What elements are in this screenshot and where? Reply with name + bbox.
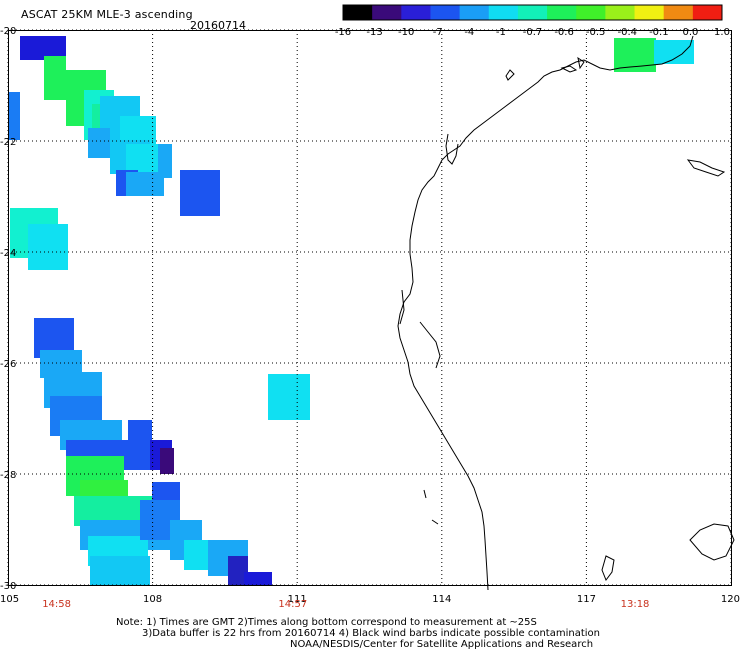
map-title: ASCAT 25KM MLE-3 ascending [21, 8, 193, 21]
note-line-2: 3)Data buffer is 22 hrs from 20160714 4)… [142, 628, 600, 639]
note-line-1: Note: 1) Times are GMT 2)Times along bot… [116, 617, 537, 628]
colorbar-label: -4 [464, 27, 474, 38]
wind-data-cells [8, 36, 694, 586]
longitude-label: 111 [288, 594, 307, 605]
map-frame [8, 30, 732, 586]
colorbar-swatch [576, 5, 606, 20]
colorbar-label: -0.7 [523, 27, 543, 38]
swath-time-label: 14:58 [42, 599, 72, 610]
wind-cell [158, 144, 172, 178]
wind-cell [180, 170, 220, 216]
colorbar-swatch [430, 5, 461, 20]
colorbar: -16 -13 -10 -7 -4 -1 -0.7 -0.6 -0.5 -0.4 -0.1 0.0 1.… [335, 4, 730, 38]
swath-time-label: 13:18 [620, 599, 650, 610]
colorbar-swatch [692, 5, 723, 20]
latitude-labels: -20 -22 -24 -26 -28 -30 [0, 26, 16, 592]
colorbar-swatch [663, 5, 694, 20]
colorbar-swatch [372, 5, 402, 20]
colorbar-swatch [343, 5, 373, 20]
latitude-label: -30 [0, 581, 16, 592]
colorbar-label: -0.6 [554, 27, 574, 38]
wind-cell [88, 128, 110, 158]
wind-cell [244, 572, 272, 586]
wind-cell [160, 448, 174, 474]
wind-cell [28, 224, 68, 270]
wind-cell [128, 420, 152, 450]
colorbar-swatch [605, 5, 636, 20]
latitude-label: -20 [0, 26, 16, 37]
wind-cell [44, 72, 84, 100]
map-date: 20160714 [190, 19, 246, 32]
swath-time-label: 14:57 [278, 599, 308, 610]
wind-cell [126, 172, 164, 196]
colorbar-label: -7 [433, 27, 443, 38]
colorbar-label: -13 [366, 27, 382, 38]
colorbar-label: -0.5 [586, 27, 606, 38]
longitude-labels: 105 108 111 114 117 120 [0, 594, 740, 605]
colorbar-label: -10 [398, 27, 414, 38]
coastline [397, 35, 735, 591]
colorbar-label: -1 [496, 27, 506, 38]
colorbar-swatch [459, 5, 490, 20]
wind-cell [268, 374, 310, 420]
wind-cell [44, 56, 66, 76]
longitude-label: 105 [0, 594, 19, 605]
wind-cell [66, 96, 86, 126]
wind-cell [228, 556, 248, 586]
colorbar-swatch [634, 5, 665, 20]
note-line-3: NOAA/NESDIS/Center for Satellite Applica… [290, 639, 594, 650]
colorbar-swatch [488, 5, 519, 20]
latitude-label: -22 [0, 137, 16, 148]
colorbar-label: -16 [335, 27, 351, 38]
colorbar-label: 1.0 [714, 27, 730, 38]
colorbar-label: 0.0 [682, 27, 698, 38]
colorbar-label: -0.1 [649, 27, 669, 38]
latitude-label: -26 [0, 359, 16, 370]
colorbar-swatch [547, 5, 577, 20]
longitude-label: 120 [721, 594, 740, 605]
wind-cell [90, 556, 150, 586]
colorbar-swatch [401, 5, 431, 20]
colorbar-label: -0.4 [617, 27, 637, 38]
colorbar-swatch [517, 5, 548, 20]
wind-cell [8, 92, 20, 140]
latitude-label: -24 [0, 248, 16, 259]
longitude-label: 117 [577, 594, 596, 605]
wind-cell [152, 482, 180, 500]
longitude-label: 114 [432, 594, 451, 605]
wind-cell [654, 40, 694, 64]
colorbar-frame [342, 4, 723, 21]
longitude-label: 108 [143, 594, 162, 605]
latitude-label: -28 [0, 470, 16, 481]
